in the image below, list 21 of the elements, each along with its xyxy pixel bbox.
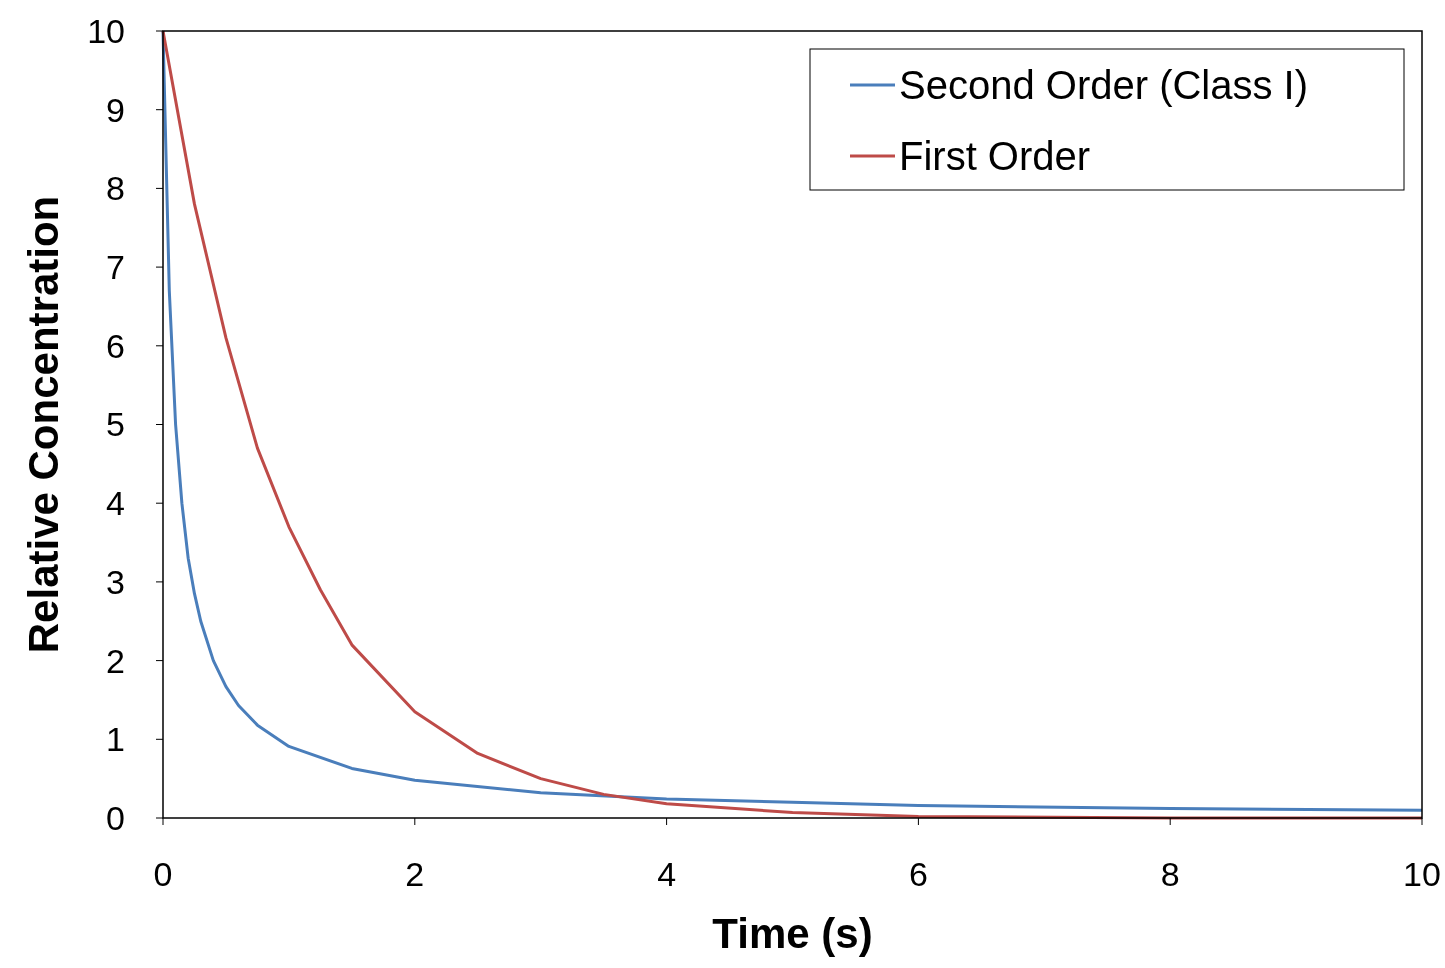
y-tick-label: 10 — [87, 11, 125, 50]
y-tick-label: 2 — [106, 641, 125, 680]
x-axis-title: Time (s) — [712, 910, 873, 957]
y-tick-label: 0 — [106, 798, 125, 837]
y-tick-label: 3 — [106, 562, 125, 601]
x-tick-label: 8 — [1160, 855, 1180, 893]
x-tick-label: 0 — [153, 855, 173, 893]
y-tick-label: 8 — [106, 169, 125, 208]
legend-label: Second Order (Class I) — [899, 63, 1309, 107]
x-tick-label: 2 — [405, 855, 425, 893]
x-tick-label: 4 — [657, 855, 677, 893]
y-tick-label: 4 — [106, 484, 125, 523]
y-tick-label: 1 — [106, 720, 125, 759]
x-tick-label: 10 — [1403, 855, 1441, 893]
y-tick-label: 6 — [106, 326, 125, 365]
y-tick-label: 5 — [106, 405, 125, 444]
legend-label: First Order — [899, 134, 1091, 178]
y-tick-label: 9 — [106, 90, 125, 129]
y-tick-label: 7 — [106, 248, 125, 286]
y-axis-title: Relative Concentration — [20, 195, 67, 654]
x-tick-label: 6 — [908, 855, 928, 893]
